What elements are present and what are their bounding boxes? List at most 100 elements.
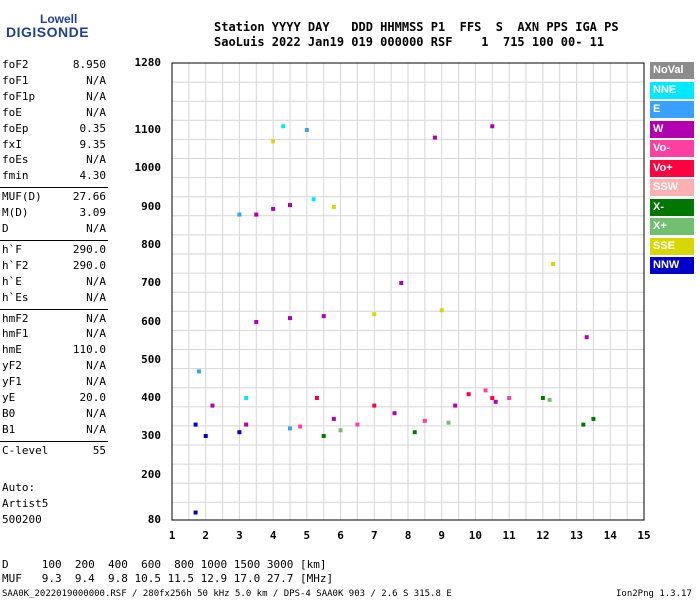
legend-item: NNE <box>650 81 694 99</box>
y-tick-label: 900 <box>141 200 161 213</box>
echo-point <box>288 316 292 321</box>
y-tick-label: 500 <box>141 353 161 366</box>
param-value: 3.09 <box>79 206 107 220</box>
echo-point <box>439 308 444 313</box>
echo-point <box>304 128 309 132</box>
x-tick-label: 4 <box>269 529 277 542</box>
param-name: C-level <box>2 443 49 457</box>
echo-point <box>540 396 545 400</box>
x-tick-label: 10 <box>468 529 483 542</box>
param-separator <box>0 440 108 442</box>
echo-point <box>311 197 316 202</box>
echo-point <box>254 212 259 217</box>
echo-point <box>331 205 336 209</box>
param-value: N/A <box>86 375 106 389</box>
y-tick-label: 800 <box>141 238 161 251</box>
param-value: 290.0 <box>72 242 106 256</box>
legend-item: NNW <box>650 257 694 274</box>
param-value: 290.0 <box>72 258 106 272</box>
param-name: hmE <box>2 343 22 357</box>
echo-point <box>446 420 451 425</box>
echo-point <box>466 392 471 397</box>
param-name: foF1p <box>2 89 36 103</box>
legend-item: X+ <box>650 218 694 235</box>
x-tick-label: 9 <box>438 529 446 542</box>
param-name: M(D) <box>2 206 29 220</box>
echo-point <box>254 320 259 324</box>
plot-frame <box>171 62 645 521</box>
y-tick-label: 300 <box>141 429 161 442</box>
y-tick-label: 400 <box>141 391 161 404</box>
param-value: N/A <box>86 274 106 288</box>
echo-point <box>490 124 495 129</box>
auto-label: Auto: <box>2 481 36 494</box>
echo-point <box>314 396 319 400</box>
echo-point <box>483 388 488 393</box>
y-tick-label: 600 <box>141 315 161 328</box>
echo-point <box>432 135 437 140</box>
legend-item: SSE <box>650 237 694 255</box>
echo-point <box>288 426 292 431</box>
echo-point <box>281 124 286 129</box>
legend-item: Vo+ <box>650 159 694 177</box>
x-tick-label: 6 <box>337 529 344 542</box>
echo-point <box>321 434 326 438</box>
param-name: h`Es <box>2 290 29 304</box>
echo-point <box>331 416 336 421</box>
param-value: N/A <box>86 422 106 436</box>
header-line-2: SaoLuis 2022 Jan19 019 000000 RSF 1 715 … <box>214 35 605 49</box>
param-value: N/A <box>86 105 106 119</box>
param-value: 110.0 <box>72 343 106 357</box>
param-value: 20.0 <box>79 391 107 404</box>
echo-point <box>271 206 276 211</box>
param-name: yE <box>2 391 16 404</box>
param-separator <box>0 308 108 310</box>
echo-point <box>196 369 201 374</box>
param-name: B0 <box>2 406 16 420</box>
echo-point <box>581 422 586 427</box>
param-value: 55 <box>92 443 106 457</box>
param-value: 4.30 <box>79 169 107 183</box>
param-name: yF2 <box>2 359 22 373</box>
param-value: N/A <box>86 359 106 373</box>
param-name: fxI <box>2 137 22 151</box>
param-value: 9.35 <box>79 137 107 151</box>
echo-point <box>210 403 215 408</box>
param-name: fmin <box>2 169 29 183</box>
y-tick-label: 700 <box>141 276 161 289</box>
y-tick-label: 200 <box>141 468 161 481</box>
x-tick-label: 12 <box>536 529 550 542</box>
auto-code: 500200 <box>2 513 42 526</box>
param-name: D <box>2 222 9 235</box>
param-value: N/A <box>86 290 106 304</box>
param-name: h`E <box>2 274 22 288</box>
echo-point <box>244 422 249 427</box>
echo-point <box>412 430 417 435</box>
echo-point <box>288 203 292 208</box>
param-separator <box>0 239 108 241</box>
echo-point <box>584 335 589 340</box>
echo-point <box>399 281 404 285</box>
muf-row: MUF 9.3 9.4 9.8 10.5 11.5 12.9 17.0 27.7… <box>2 572 334 585</box>
param-value: N/A <box>86 327 106 341</box>
legend-item: W <box>650 120 694 138</box>
echo-point <box>237 212 242 217</box>
echo-point <box>422 418 427 423</box>
param-value: N/A <box>86 153 106 167</box>
header-line-1: Station YYYY DAY DDD HHMMSS P1 FFS S AXN… <box>214 20 619 34</box>
param-name: h`F <box>2 242 22 256</box>
x-tick-label: 3 <box>236 529 243 542</box>
echo-point <box>298 424 303 429</box>
echo-point <box>237 430 242 435</box>
legend-item: Vo- <box>650 140 694 157</box>
footer-info: SAA0K_2022019000000.RSF / 280fx256h 50 k… <box>2 589 452 599</box>
y-tick-label: 1000 <box>134 161 162 174</box>
echo-point <box>321 314 326 319</box>
echo-point <box>392 411 397 416</box>
legend-item: E <box>650 101 694 118</box>
echo-point <box>355 422 360 427</box>
param-name: yF1 <box>2 375 22 389</box>
param-value: 27.66 <box>72 190 106 204</box>
echo-point <box>372 312 377 317</box>
